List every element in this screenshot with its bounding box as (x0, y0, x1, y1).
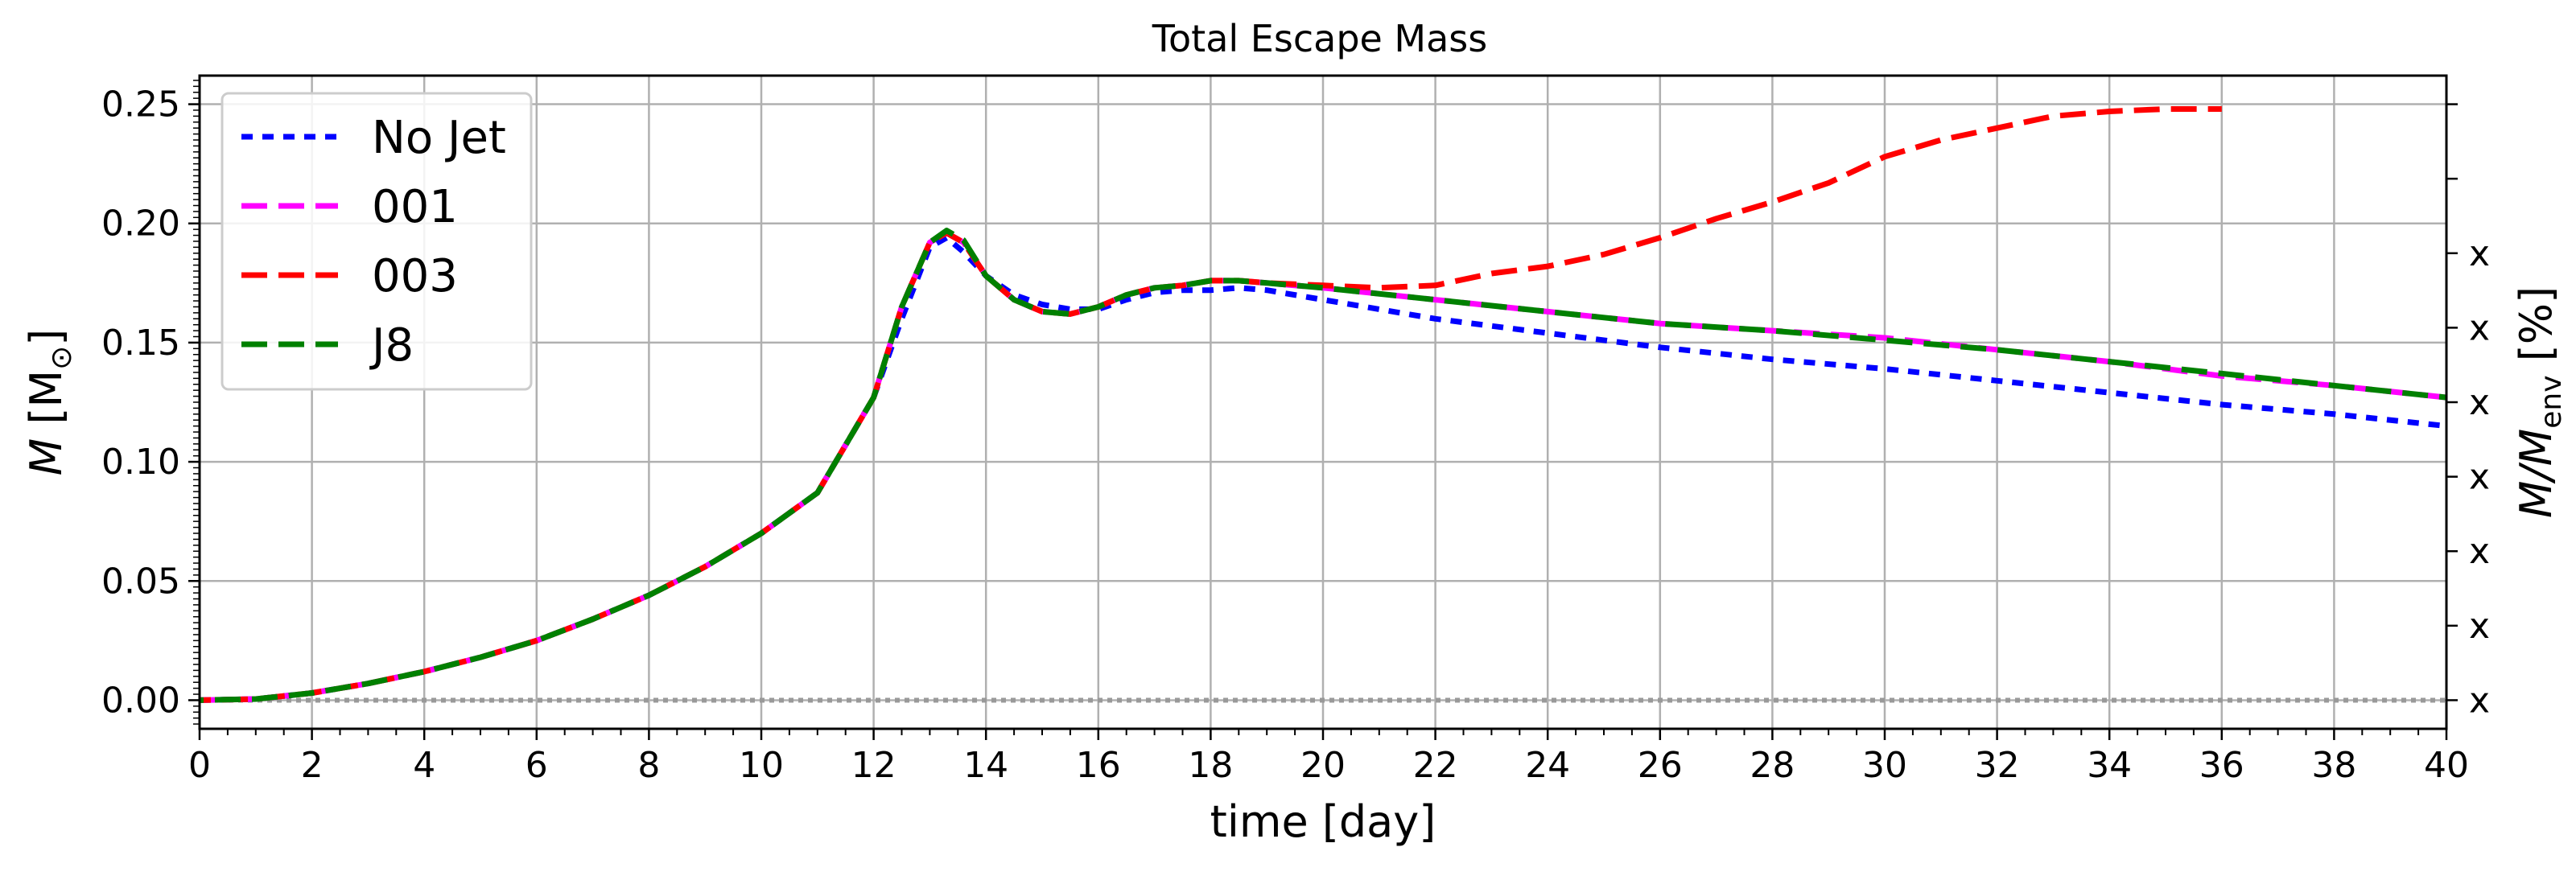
x-tick-label: 10 (739, 745, 784, 786)
x-axis: 0 2 4 6 8 10 12 14 16 18 20 22 24 26 28 30 32 34 36 38 40 (188, 729, 2469, 786)
x-tick-label: 2 (301, 745, 324, 786)
y-right-tick-label: x (2469, 233, 2490, 274)
y-right-tick-label: x (2469, 531, 2490, 572)
y-tick-label: 0.05 (101, 561, 180, 602)
y-tick-label: 0.20 (101, 204, 180, 245)
y-right-tick-label: x (2469, 307, 2490, 348)
x-tick-label: 0 (188, 745, 211, 786)
legend-label-0: No Jet (372, 112, 506, 164)
y-tick-label: 0.10 (101, 442, 180, 483)
chart-title: Total Escape Mass (1152, 17, 1488, 60)
y-axis: 0.00 0.05 0.10 0.15 0.20 0.25 (101, 80, 200, 725)
x-tick-label: 18 (1188, 745, 1233, 786)
x-tick-label: 30 (1862, 745, 1907, 786)
x-tick-label: 16 (1076, 745, 1121, 786)
x-axis-label: time [day] (1210, 796, 1436, 847)
series-layer (199, 106, 2447, 703)
legend-label-1: 001 (372, 181, 458, 233)
grid-lines (198, 76, 2448, 729)
series-line-3 (199, 228, 2447, 703)
x-tick-label: 4 (413, 745, 435, 786)
y-axis-label-unit: M (21, 370, 72, 408)
x-tick-label: 8 (637, 745, 660, 786)
x-tick-label: 12 (851, 745, 896, 786)
x-tick-label: 14 (963, 745, 1008, 786)
legend-label-3: J8 (369, 319, 414, 372)
y-axis-right-label: M/Menv [%] (2511, 286, 2568, 518)
y-right-tick-label: x (2469, 680, 2490, 721)
x-tick-label: 26 (1638, 745, 1683, 786)
y-axis-right-label-sub: env (2535, 375, 2568, 428)
x-tick-label: 34 (2087, 745, 2132, 786)
x-tick-label: 20 (1300, 745, 1346, 786)
legend: No Jet 001 003 J8 (221, 92, 533, 391)
y-right-tick-label: x (2469, 382, 2490, 423)
x-tick-label: 38 (2311, 745, 2356, 786)
legend-box (221, 92, 533, 391)
x-tick-label: 6 (526, 745, 548, 786)
y-right-tick-label: x (2469, 606, 2490, 647)
y-axis-label: M [M⊙] (21, 329, 78, 476)
y-right-tick-label: x (2469, 457, 2490, 498)
x-tick-label: 32 (1975, 745, 2020, 786)
y-tick-label: 0.25 (101, 84, 180, 125)
x-tick-label: 28 (1750, 745, 1795, 786)
y-axis-right-label-unit: [%] (2511, 286, 2562, 361)
y-tick-label: 0.15 (101, 323, 180, 364)
y-axis-right-label-var: M/M (2511, 429, 2562, 518)
x-tick-label: 40 (2424, 745, 2469, 786)
y-axis-label-unit-sub: ⊙ (45, 346, 78, 370)
legend-label-2: 003 (372, 250, 458, 302)
x-tick-label: 36 (2199, 745, 2244, 786)
x-tick-label: 24 (1525, 745, 1570, 786)
y-tick-label: 0.00 (101, 680, 180, 721)
y-axis-label-var: M (21, 438, 72, 476)
x-tick-label: 22 (1413, 745, 1458, 786)
